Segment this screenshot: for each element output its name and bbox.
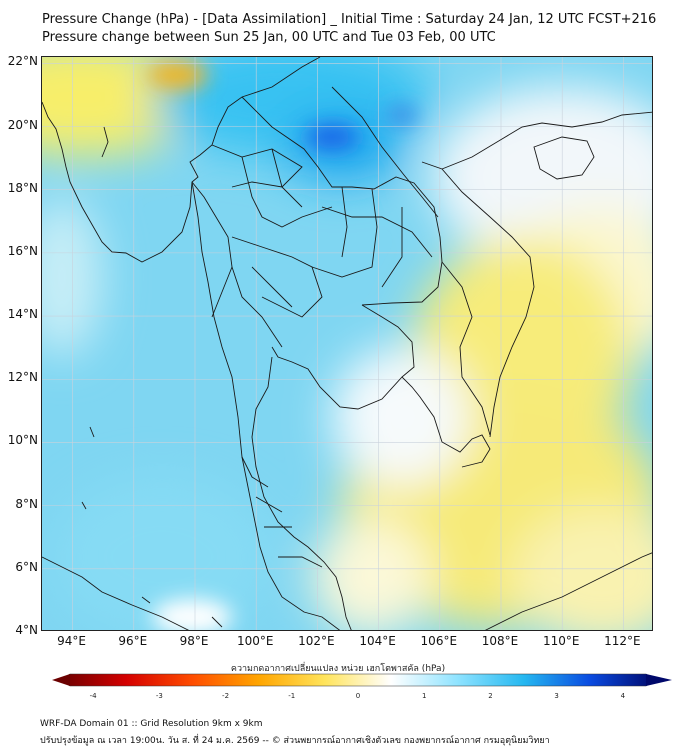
latitude-label: 18°N	[7, 180, 38, 195]
hainan-island	[533, 136, 595, 180]
coastline-myanmar-thai-west	[42, 57, 321, 263]
latitude-label: 22°N	[7, 54, 38, 69]
colorbar-tick-label: 4	[620, 692, 626, 700]
lat-lon-grid	[42, 57, 652, 630]
colorbar-tick-label: 2	[488, 692, 493, 700]
border-laos-vietnam	[331, 86, 439, 218]
latitude-label: 6°N	[15, 559, 38, 574]
colorbar	[52, 673, 672, 687]
chart-title: Pressure Change (hPa) - [Data Assimilati…	[42, 12, 657, 27]
longitude-label: 102°E	[298, 634, 335, 648]
provinces-central	[231, 236, 323, 348]
border-thai-cambodia	[361, 304, 415, 378]
coastline-south-china	[441, 111, 652, 170]
coastline-gulf-of-thailand	[271, 346, 491, 468]
colorbar-tick-label: -4	[89, 692, 97, 700]
colorbar-tick-label: -1	[288, 692, 296, 700]
provinces-northeast	[311, 186, 433, 288]
longitude-label: 106°E	[420, 634, 458, 648]
sumatra-coast	[42, 556, 190, 630]
coastline-malay-peninsula-east	[251, 356, 352, 630]
coastline-vietnam	[421, 161, 535, 438]
footer-model-info: WRF-DA Domain 01 :: Grid Resolution 9km …	[40, 719, 263, 729]
land-borders	[42, 57, 652, 630]
colorbar-tick-label: 1	[421, 692, 427, 700]
colorbar-tick-label: -3	[155, 692, 163, 700]
longitude-label: 108°E	[481, 634, 519, 648]
pressure-change-map	[42, 57, 652, 630]
border-cambodia-vietnam	[441, 261, 491, 436]
longitude-label: 98°E	[179, 634, 209, 648]
latitude-label: 12°N	[7, 370, 38, 385]
colorbar-min-arrow	[52, 674, 70, 686]
latitude-label: 14°N	[7, 307, 38, 322]
provinces-south	[241, 456, 323, 568]
borneo-coast	[484, 552, 652, 630]
colorbar-tick-label: 3	[554, 692, 559, 700]
longitude-label: 104°E	[359, 634, 396, 648]
chart-subtitle: Pressure change between Sun 25 Jan, 00 U…	[42, 30, 496, 45]
colorbar-title: ความกดอากาศเปลี่ยนแปลง หน่วย เฮกโตพาสคัล…	[230, 664, 446, 674]
latitude-label: 10°N	[7, 433, 38, 448]
latitude-label: 8°N	[15, 496, 38, 511]
longitude-label: 110°E	[542, 634, 580, 648]
longitude-label: 112°E	[604, 634, 641, 648]
colorbar-max-arrow	[646, 674, 672, 686]
provinces-north	[211, 144, 333, 228]
latitude-label: 4°N	[15, 623, 38, 637]
longitude-label: 100°E	[236, 634, 274, 648]
latitude-label: 16°N	[7, 243, 38, 258]
islands	[81, 126, 223, 628]
pressure-field	[42, 57, 652, 630]
latitude-label: 20°N	[7, 117, 38, 132]
colorbar-tick-label: -2	[222, 692, 230, 700]
footer-credit: ปรับปรุงข้อมูล ณ เวลา 19:00น. วัน ส. ที่…	[40, 736, 550, 746]
border-thai-myanmar	[191, 181, 233, 318]
colorbar-bar	[59, 673, 657, 687]
map-panel	[41, 56, 653, 631]
border-thai-laos	[241, 96, 443, 306]
longitude-label: 96°E	[118, 634, 148, 648]
colorbar-tick-label: 0	[355, 692, 361, 700]
longitude-label: 94°E	[57, 634, 87, 648]
